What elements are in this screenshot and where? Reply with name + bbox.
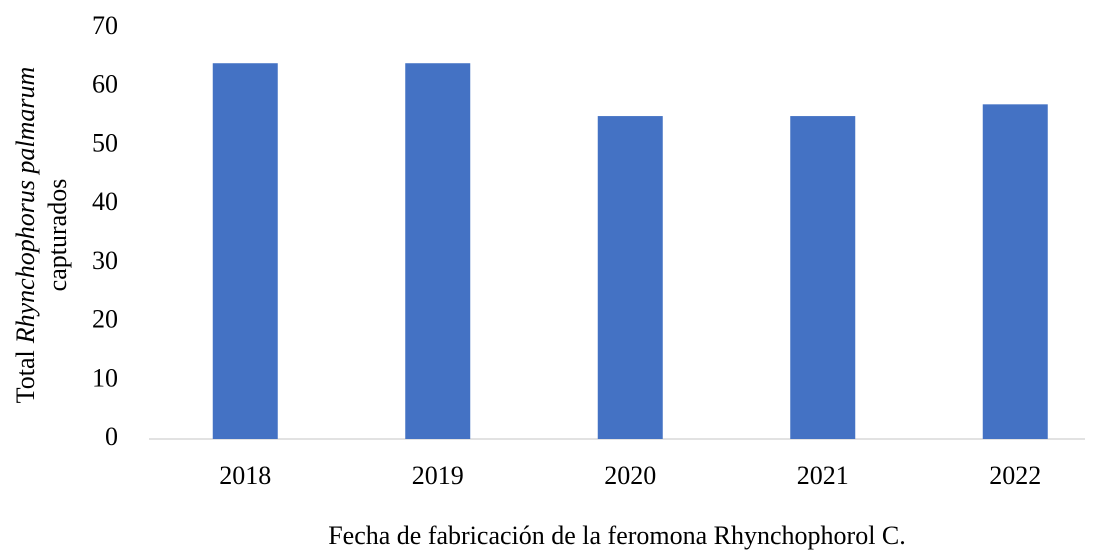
- y-tick-label: 60: [92, 70, 118, 99]
- bar: [982, 104, 1048, 439]
- y-axis-title-part: Total: [11, 350, 40, 403]
- y-tick-label: 0: [105, 422, 118, 451]
- x-tick-label: 2021: [797, 461, 849, 490]
- bar: [790, 116, 856, 440]
- y-tick-label: 30: [92, 246, 118, 275]
- y-axis-title: Total Rhynchophorus palmarum capturados: [11, 67, 72, 404]
- y-tick-label: 70: [92, 11, 118, 40]
- y-axis-title-line: Total Rhynchophorus palmarum: [11, 67, 40, 404]
- y-tick-label: 10: [92, 363, 118, 392]
- y-tick-label: 40: [92, 187, 118, 216]
- x-tick-label: 2020: [604, 461, 656, 490]
- x-tick-label: 2018: [219, 461, 271, 490]
- bar: [405, 63, 471, 439]
- y-axis-title-part: Rhynchophorus palmarum: [11, 67, 40, 345]
- x-tick-label: 2019: [412, 461, 464, 490]
- y-tick-label: 20: [92, 305, 118, 334]
- bar: [212, 63, 278, 439]
- x-tick-label: 2022: [989, 461, 1041, 490]
- y-tick-label: 50: [92, 128, 118, 157]
- bar: [597, 116, 663, 440]
- x-axis-title: Fecha de fabricación de la feromona Rhyn…: [328, 521, 906, 550]
- y-axis-title-line: capturados: [43, 179, 72, 292]
